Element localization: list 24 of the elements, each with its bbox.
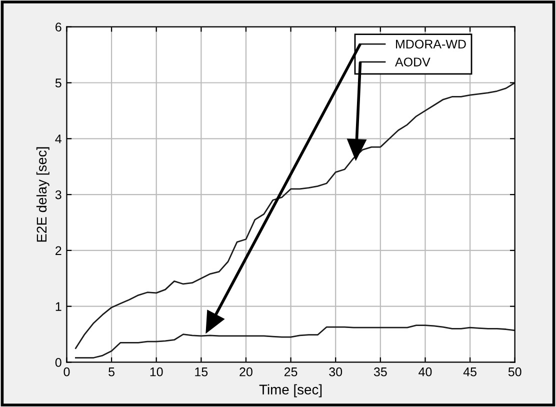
- x-tick-label: 5: [108, 368, 114, 376]
- y-tick-label: 6: [56, 22, 62, 32]
- x-tick-label: 50: [508, 367, 522, 376]
- x-tick-label: 0: [64, 367, 70, 376]
- x-tick-label: 10: [150, 367, 163, 376]
- x-tick-label: 15: [195, 368, 208, 376]
- line-series: [74, 324, 515, 358]
- x-tick-label: 30: [329, 367, 342, 376]
- x-tick-label: 35: [374, 367, 387, 376]
- y-tick-label: 0: [55, 358, 62, 367]
- x-tick-label: 40: [418, 367, 432, 376]
- y-tick-label: 4: [55, 134, 62, 144]
- x-tick-label: 25: [284, 367, 298, 376]
- x-tick-label: 45: [463, 368, 476, 376]
- y-tick-label: 2: [56, 246, 62, 255]
- y-tick-label: 5: [55, 78, 62, 88]
- x-tick-label: 20: [240, 367, 252, 376]
- y-axis-title: E2E delay [sec]: [36, 147, 50, 242]
- line-series: [74, 82, 515, 349]
- x-axis-title: Time [sec]: [259, 384, 322, 398]
- legend-label: MDORA-WD: [396, 40, 466, 49]
- legend-label: AODV: [395, 58, 430, 66]
- y-tick-label: 1: [56, 302, 62, 311]
- y-tick-label: 3: [55, 190, 62, 200]
